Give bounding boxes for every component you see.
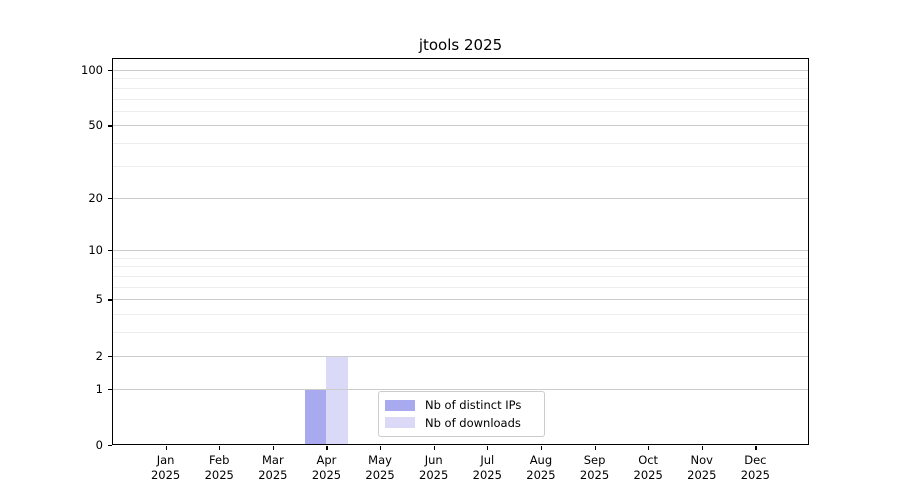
x-tick-label: Nov 2025 — [687, 453, 716, 482]
y-tick-mark — [108, 445, 112, 447]
x-tick-mark — [648, 446, 650, 450]
bars-layer — [112, 58, 809, 445]
x-tick-year: 2025 — [204, 467, 234, 482]
y-major-gridline — [112, 69, 809, 71]
x-tick-label: Dec 2025 — [741, 453, 770, 482]
y-minor-gridline — [112, 165, 809, 167]
x-tick-mark — [755, 446, 757, 450]
y-tick-mark — [108, 299, 112, 301]
x-tick-year: 2025 — [150, 467, 181, 482]
x-tick-label: Sep 2025 — [580, 453, 609, 482]
x-tick-label: May 2025 — [365, 453, 394, 482]
x-tick-label: Apr 2025 — [312, 453, 341, 482]
y-minor-gridline — [112, 98, 809, 100]
x-tick-label: Oct 2025 — [634, 453, 663, 482]
y-tick-label: 0 — [95, 438, 103, 452]
x-tick-year: 2025 — [633, 467, 663, 482]
x-tick-label: Feb 2025 — [205, 453, 234, 482]
x-tick-label: Jul 2025 — [473, 453, 502, 482]
legend-swatch-downloads-icon — [385, 417, 415, 429]
x-tick-month: Jul — [480, 453, 495, 467]
y-major-gridline — [112, 299, 809, 301]
y-minor-gridline — [112, 276, 809, 277]
y-minor-gridline — [112, 78, 809, 80]
y-tick-label: 100 — [81, 62, 103, 77]
y-tick-mark — [108, 69, 112, 72]
x-tick-mark — [540, 446, 543, 450]
y-tick-label: 5 — [95, 292, 103, 307]
y-minor-gridline — [112, 257, 809, 259]
x-tick-month: Aug — [529, 453, 553, 467]
bar-apr-distinct-ips — [305, 388, 327, 445]
y-major-gridline — [112, 388, 809, 390]
x-tick-month: Mar — [261, 453, 284, 467]
y-major-gridline — [112, 197, 809, 199]
x-tick-year: 2025 — [365, 467, 395, 482]
x-tick-mark — [165, 446, 167, 450]
x-tick-month: Sep — [583, 453, 606, 467]
y-tick-label: 1 — [95, 381, 103, 396]
y-major-gridline — [112, 355, 809, 357]
x-tick-month: Jan — [156, 453, 175, 467]
x-tick-year: 2025 — [311, 467, 342, 482]
x-tick-year: 2025 — [419, 467, 449, 482]
x-tick-month: Oct — [638, 453, 659, 467]
gridlines-layer — [112, 58, 809, 445]
y-tick-label: 10 — [88, 243, 103, 258]
y-tick-mark — [108, 355, 112, 357]
x-tick-year: 2025 — [472, 467, 502, 482]
y-tick-mark — [108, 388, 112, 390]
legend-label-downloads: Nb of downloads — [425, 415, 521, 430]
plot-area: Nb of distinct IPs Nb of downloads — [112, 58, 809, 445]
x-tick-mark — [219, 446, 221, 450]
x-tick-month: Feb — [209, 453, 230, 467]
legend-label-distinct-ips: Nb of distinct IPs — [425, 398, 522, 413]
x-tick-mark — [272, 446, 275, 450]
y-tick-label: 20 — [88, 190, 103, 205]
x-tick-mark — [380, 446, 382, 450]
bar-apr-downloads — [326, 355, 348, 445]
x-tick-year: 2025 — [687, 467, 717, 482]
x-tick-month: May — [368, 453, 392, 467]
y-tick-label: 50 — [88, 118, 103, 133]
legend: Nb of distinct IPs Nb of downloads — [378, 391, 545, 437]
x-tick-year: 2025 — [526, 467, 556, 482]
y-tick-mark — [108, 197, 112, 199]
y-major-gridline — [112, 125, 809, 127]
y-minor-gridline — [112, 143, 809, 145]
x-tick-year: 2025 — [258, 467, 288, 482]
y-tick-mark — [108, 250, 112, 252]
x-tick-month: Nov — [690, 453, 713, 467]
x-tick-mark — [487, 446, 489, 450]
x-tick-label: Jan 2025 — [151, 453, 180, 482]
x-tick-mark — [701, 446, 703, 450]
x-tick-label: Mar 2025 — [258, 453, 287, 482]
legend-swatch-distinct-ips-icon — [385, 399, 415, 411]
chart-title: jtools 2025 — [418, 36, 503, 54]
legend-item-distinct-ips: Nb of distinct IPs — [385, 398, 536, 412]
x-tick-label: Jun 2025 — [419, 453, 448, 482]
y-tick-mark — [108, 125, 112, 127]
x-tick-year: 2025 — [579, 467, 610, 482]
x-tick-mark — [326, 446, 328, 450]
y-minor-gridline — [112, 314, 809, 316]
x-tick-year: 2025 — [740, 467, 771, 482]
y-minor-gridline — [112, 266, 809, 268]
y-major-gridline — [112, 250, 809, 252]
x-tick-month: Jun — [424, 453, 443, 467]
x-tick-mark — [594, 446, 596, 450]
y-minor-gridline — [112, 286, 809, 288]
y-minor-gridline — [112, 110, 809, 112]
y-minor-gridline — [112, 332, 809, 334]
y-minor-gridline — [112, 87, 809, 89]
legend-item-downloads: Nb of downloads — [385, 416, 536, 430]
x-tick-month: Dec — [744, 453, 767, 467]
x-tick-month: Apr — [316, 453, 337, 467]
y-tick-label: 2 — [95, 348, 103, 363]
x-tick-mark — [433, 446, 435, 450]
x-tick-label: Aug 2025 — [526, 453, 555, 482]
